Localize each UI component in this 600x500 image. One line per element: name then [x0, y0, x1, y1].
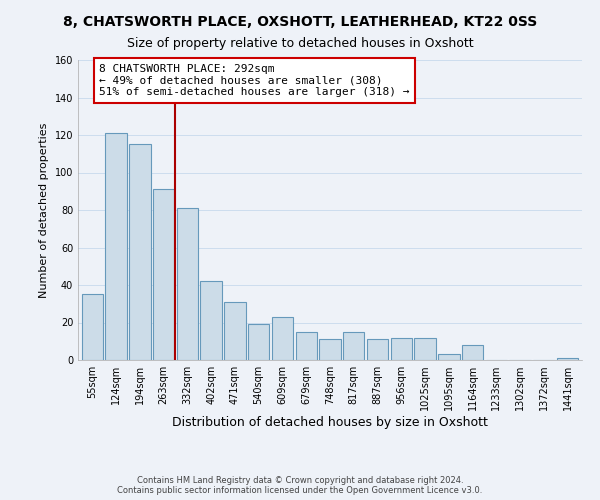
Bar	[367, 340, 388, 360]
Bar	[319, 340, 341, 360]
Bar	[129, 144, 151, 360]
Bar	[343, 332, 364, 360]
Text: Size of property relative to detached houses in Oxshott: Size of property relative to detached ho…	[127, 38, 473, 51]
Bar	[391, 338, 412, 360]
Bar	[462, 345, 484, 360]
Bar	[438, 354, 460, 360]
Bar	[272, 317, 293, 360]
Bar	[248, 324, 269, 360]
X-axis label: Distribution of detached houses by size in Oxshott: Distribution of detached houses by size …	[172, 416, 488, 429]
Bar	[153, 190, 174, 360]
Y-axis label: Number of detached properties: Number of detached properties	[39, 122, 49, 298]
Bar	[106, 133, 127, 360]
Bar	[557, 358, 578, 360]
Text: Contains HM Land Registry data © Crown copyright and database right 2024.
Contai: Contains HM Land Registry data © Crown c…	[118, 476, 482, 495]
Bar	[200, 281, 222, 360]
Bar	[296, 332, 317, 360]
Bar	[82, 294, 103, 360]
Bar	[176, 208, 198, 360]
Bar	[224, 302, 245, 360]
Text: 8, CHATSWORTH PLACE, OXSHOTT, LEATHERHEAD, KT22 0SS: 8, CHATSWORTH PLACE, OXSHOTT, LEATHERHEA…	[63, 15, 537, 29]
Bar	[415, 338, 436, 360]
Text: 8 CHATSWORTH PLACE: 292sqm
← 49% of detached houses are smaller (308)
51% of sem: 8 CHATSWORTH PLACE: 292sqm ← 49% of deta…	[100, 64, 410, 97]
